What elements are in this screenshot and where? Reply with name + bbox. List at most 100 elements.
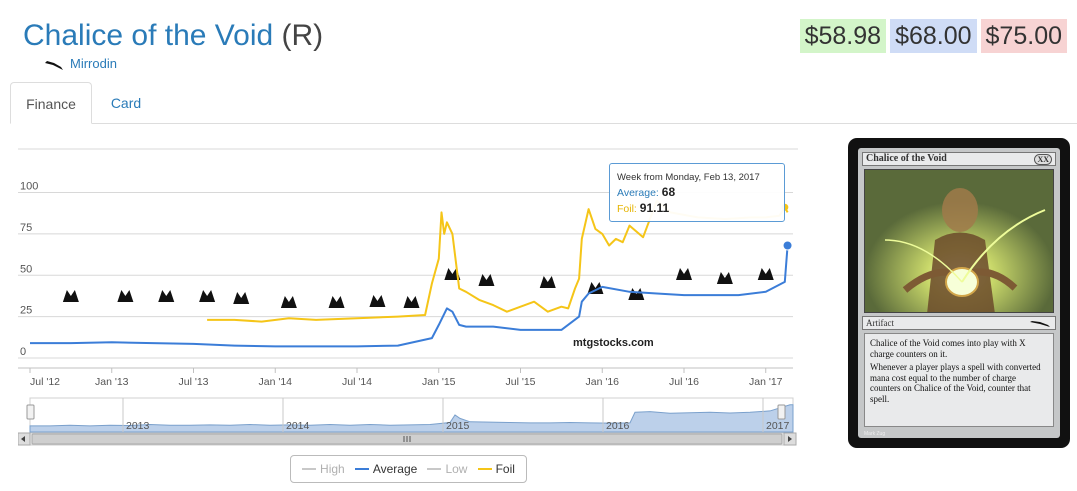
y-tick-label: 50 (20, 263, 32, 275)
expansion-set-shape (117, 290, 134, 302)
tab-finance[interactable]: Finance (10, 82, 92, 124)
expansion-set-shape (539, 276, 556, 288)
expansion-set-icon (233, 292, 250, 304)
navigator-year-label: 2013 (126, 420, 150, 432)
expansion-set-shape (716, 272, 733, 284)
legend-high-swatch (302, 468, 317, 470)
card-art-illustration (865, 170, 1053, 312)
legend-foil[interactable]: Foil (477, 462, 515, 476)
expansion-set-icon (757, 268, 774, 280)
tooltip-header: Week from Monday, Feb 13, 2017 (617, 172, 760, 183)
navigator-series-area (29, 404, 794, 433)
navigator-year-label: 2015 (446, 420, 470, 432)
y-tick-label: 0 (20, 346, 26, 358)
y-tick-label: 100 (20, 181, 38, 193)
legend-low-swatch (427, 468, 442, 470)
rarity-label: (R) (281, 19, 324, 52)
expansion-set-icon (539, 276, 556, 288)
expansion-set-icon (628, 288, 645, 300)
card-rules-text-2: Whenever a player plays a spell with con… (870, 362, 1041, 404)
expansion-set-icon (403, 296, 420, 308)
expansion-set-shape (587, 282, 604, 294)
x-tick-label: Jul '13 (178, 376, 208, 388)
expansion-set-icon (478, 274, 495, 286)
legend-foil-label: Foil (495, 462, 515, 476)
expansion-set-shape (328, 296, 345, 308)
tooltip-average-label: Average: (617, 187, 659, 199)
expansion-set-icon (587, 282, 604, 294)
expansion-set-shape (628, 288, 645, 300)
x-tick-label: Jan '14 (258, 376, 292, 388)
mirrodin-set-icon (45, 60, 63, 70)
expansion-set-shape (280, 296, 297, 308)
expansion-set-icon (62, 290, 79, 302)
card-rules-text-1: Chalice of the Void comes into play with… (870, 338, 1026, 359)
x-tick-label: Jul '14 (342, 376, 372, 388)
chart-tooltip: Week from Monday, Feb 13, 2017 Average: … (609, 163, 785, 222)
watermark-text: mtgstocks.com (573, 337, 654, 349)
x-tick-label: Jul '12 (30, 376, 60, 388)
card-name-link[interactable]: Chalice of the Void (23, 19, 274, 52)
expansion-set-icon (117, 290, 134, 302)
high-price: $75.00 (980, 19, 1067, 53)
expansion-set-icon (280, 296, 297, 308)
expansion-set-icon (369, 295, 386, 307)
expansion-set-shape (158, 290, 175, 302)
price-summary: $58.98 $68.00 $75.00 (799, 19, 1067, 53)
tab-bar: Finance Card (10, 82, 1077, 124)
expansion-set-shape (369, 295, 386, 307)
card-title: Chalice of the Void (866, 153, 947, 164)
x-tick-label: Jan '16 (585, 376, 619, 388)
expansion-set-icon (328, 296, 345, 308)
expansion-set-shape (757, 268, 774, 280)
legend-average[interactable]: Average (354, 462, 417, 476)
legend-high-label: High (320, 462, 345, 476)
card-type-bar: Artifact (862, 316, 1056, 330)
page-title: Chalice of the Void (R) (23, 18, 323, 54)
tooltip-foil-value: 91.11 (639, 201, 670, 215)
card-image: Chalice of the Void XX (848, 138, 1070, 448)
card-frame: Chalice of the Void XX (858, 148, 1060, 438)
set-link[interactable]: Mirrodin (44, 56, 117, 72)
tooltip-foil-label: Foil: (617, 203, 637, 215)
expansion-set-icon (199, 290, 216, 302)
card-rules-text: Chalice of the Void comes into play with… (864, 333, 1054, 427)
expansion-set-icon (676, 268, 692, 280)
legend-low[interactable]: Low (427, 462, 467, 476)
navigator-right-handle[interactable] (777, 404, 786, 420)
expansion-set-shape (62, 290, 79, 302)
legend-foil-swatch (477, 468, 492, 470)
x-tick-label: Jan '17 (749, 376, 783, 388)
expansion-set-shape (199, 290, 216, 302)
x-tick-label: Jul '16 (669, 376, 699, 388)
price-chart: 0 25 50 75 100 Jul '12 Jan '13 Jul '13 Jan '14 Ju… (18, 146, 798, 488)
x-tick-label: Jul '15 (505, 376, 535, 388)
chevron-left-icon (21, 436, 25, 442)
expansion-set-shape (676, 268, 692, 280)
x-tick-label: Jan '15 (422, 376, 456, 388)
low-price: $58.98 (799, 19, 887, 53)
set-name: Mirrodin (70, 56, 117, 71)
expansion-set-shape (233, 292, 250, 304)
chart-legend: High Average Low Foil (290, 455, 527, 483)
tooltip-average-value: 68 (661, 185, 676, 199)
chevron-right-icon (788, 436, 792, 442)
scrollbar-grip-icon (403, 436, 411, 442)
tab-card[interactable]: Card (110, 95, 142, 111)
expansion-set-icon (158, 290, 175, 302)
average-price: $68.00 (890, 19, 977, 53)
navigator-year-label: 2014 (286, 420, 310, 432)
expansion-set-icon (716, 272, 733, 284)
navigator-year-label: 2016 (606, 420, 630, 432)
card-set-symbol-icon (1030, 321, 1050, 327)
card-title-bar: Chalice of the Void XX (862, 152, 1056, 166)
legend-average-swatch (354, 468, 369, 470)
legend-high[interactable]: High (302, 462, 345, 476)
card-type-line: Artifact (866, 318, 894, 328)
x-tick-label: Jan '13 (95, 376, 129, 388)
navigator-left-handle[interactable] (26, 404, 35, 420)
y-tick-label: 75 (20, 222, 32, 234)
expansion-set-shape (478, 274, 495, 286)
card-mana-cost: XX (1034, 154, 1052, 165)
